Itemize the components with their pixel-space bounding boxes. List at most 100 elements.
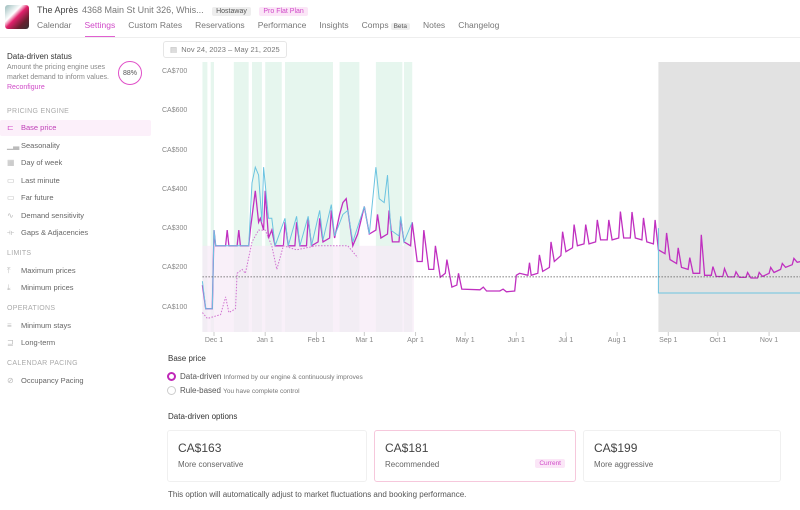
tab-performance[interactable]: Performance [257,20,307,30]
x-tick-label: Apr 1 [407,337,424,344]
option-card-recommended[interactable]: CA$181 Recommended Current [374,430,576,482]
radio-data-driven[interactable]: Data-driven Informed by our engine & con… [167,372,363,382]
item-label: Occupancy Pacing [21,376,84,385]
item-label: Demand sensitivity [21,211,84,220]
area-fill [202,245,414,332]
series-line-0 [201,190,800,310]
option-price: CA$181 [385,441,429,455]
reconfigure-link[interactable]: Reconfigure [7,84,45,91]
x-tick-label: Feb 1 [307,337,326,344]
tab-insights[interactable]: Insights [319,20,349,30]
highlight-range [403,62,413,332]
item-label: Last minute [21,176,60,185]
sidebar-item-demand-sensitivity[interactable]: ∿ Demand sensitivity [0,208,151,224]
property-address: 4368 Main St Unit 326, Whis... [82,5,204,15]
item-label: Base price [21,123,57,132]
radio-selected-icon [167,372,176,382]
clock-icon: ▭ [7,176,15,185]
tab-reservations[interactable]: Reservations [195,20,245,30]
section-calendar-pacing: CALENDAR PACING [7,360,78,367]
property-thumbnail [5,5,29,29]
price-chart[interactable] [160,60,800,350]
x-tick-label: Dec 1 [204,337,224,344]
gaps-icon: ⟛ [7,228,15,237]
x-tick-label: Nov 1 [759,337,779,344]
section-limits: LIMITS [7,250,32,257]
x-tick-label: Jun 1 [507,337,525,344]
y-tick-label: CA$200 [162,264,188,272]
sidebar-item-seasonality[interactable]: ▁▃ Seasonality [0,138,151,154]
sidebar-item-occupancy-pacing[interactable]: ⊘ Occupancy Pacing [0,373,151,389]
y-tick-label: CA$500 [162,146,188,154]
option-label: More conservative [178,460,244,469]
y-tick-label: CA$300 [162,225,188,233]
sidebar-item-gaps[interactable]: ⟛ Gaps & Adjacencies [0,225,151,241]
status-title: Data-driven status [7,52,72,61]
tab-settings[interactable]: Settings [84,20,116,37]
x-tick-label: Jul 1 [558,337,574,344]
status-ring: 88% [118,61,142,85]
channel-badge: Hostaway [212,7,251,16]
tab-custom-rates[interactable]: Custom Rates [128,20,183,30]
tab-comps[interactable]: Comps Beta [362,20,410,37]
item-label: Minimum prices [21,283,74,292]
highlight-range [202,62,208,332]
sidebar-item-minimum-stays[interactable]: ≡ Minimum stays [0,318,151,334]
sidebar-item-long-term[interactable]: ⊒ Long-term [0,335,151,351]
radio-desc: You have complete control [223,388,300,395]
sidebar-item-minimum-prices[interactable]: ⤓ Minimum prices [0,280,151,296]
bar-chart-icon: ▁▃ [7,141,20,150]
y-tick-label: CA$600 [162,107,188,115]
date-start: Nov 24, 2023 [181,45,226,54]
x-tick-label: Oct 1 [709,337,727,344]
base-price-heading: Base price [168,354,206,363]
x-tick-label: Sep 1 [659,337,678,344]
highlight-range [251,62,262,332]
list-icon: ≡ [7,321,12,330]
main-tabs: Calendar Settings Custom Rates Reservati… [37,20,512,37]
option-card-aggressive[interactable]: CA$199 More aggressive [583,430,781,482]
series-line-2 [657,228,800,294]
date-range-picker[interactable]: ▤ Nov 24, 2023 – May 21, 2025 [163,41,287,58]
y-tick-label: CA$700 [162,67,188,75]
wave-icon: ∿ [7,211,14,220]
y-tick-label: CA$100 [162,303,188,311]
sidebar-item-last-minute[interactable]: ▭ Last minute [0,173,151,189]
tab-changelog[interactable]: Changelog [458,20,500,30]
sidebar-item-maximum-prices[interactable]: ⤒ Maximum prices [0,263,151,279]
plan-badge[interactable]: Pro Flat Plan [259,7,308,16]
x-tick-label: May 1 [455,337,475,344]
section-pricing-engine: PRICING ENGINE [7,108,70,115]
date-sep: – [227,45,233,54]
beta-badge: Beta [390,23,410,30]
far-future-icon: ▭ [7,193,15,202]
radio-desc: Informed by our engine & continuously im… [223,374,363,381]
series-line-1 [201,165,413,310]
future-shade [658,62,800,332]
header-divider [0,37,800,38]
item-label: Far future [21,193,54,202]
property-name: The Après [37,5,79,15]
arrow-up-icon: ⤒ [7,266,11,275]
sidebar-item-day-of-week[interactable]: ▦ Day of week [0,155,151,171]
highlight-range [210,62,214,332]
calendar-icon: ▦ [7,158,15,167]
option-card-conservative[interactable]: CA$163 More conservative [167,430,367,482]
radio-unselected-icon [167,386,176,396]
date-end: May 21, 2025 [234,45,280,54]
section-operations: OPERATIONS [7,305,56,312]
series-line-3 [202,229,359,320]
tab-calendar[interactable]: Calendar [37,20,72,30]
tab-notes[interactable]: Notes [422,20,446,30]
radio-rule-based[interactable]: Rule-based You have complete control [167,386,300,396]
option-price: CA$163 [178,441,222,455]
sidebar-item-base-price[interactable]: ⊏ Base price [0,120,151,136]
status-description: Amount the pricing engine uses market de… [7,63,112,93]
radio-label: Data-driven [180,372,222,381]
property-header: The Après 4368 Main St Unit 326, Whis... … [37,5,308,16]
y-tick-label: CA$400 [162,185,188,193]
current-badge: Current [535,459,565,468]
sidebar-item-far-future[interactable]: ▭ Far future [0,190,151,206]
link-icon: ⊘ [7,376,14,385]
calendar-icon: ▤ [170,45,178,54]
